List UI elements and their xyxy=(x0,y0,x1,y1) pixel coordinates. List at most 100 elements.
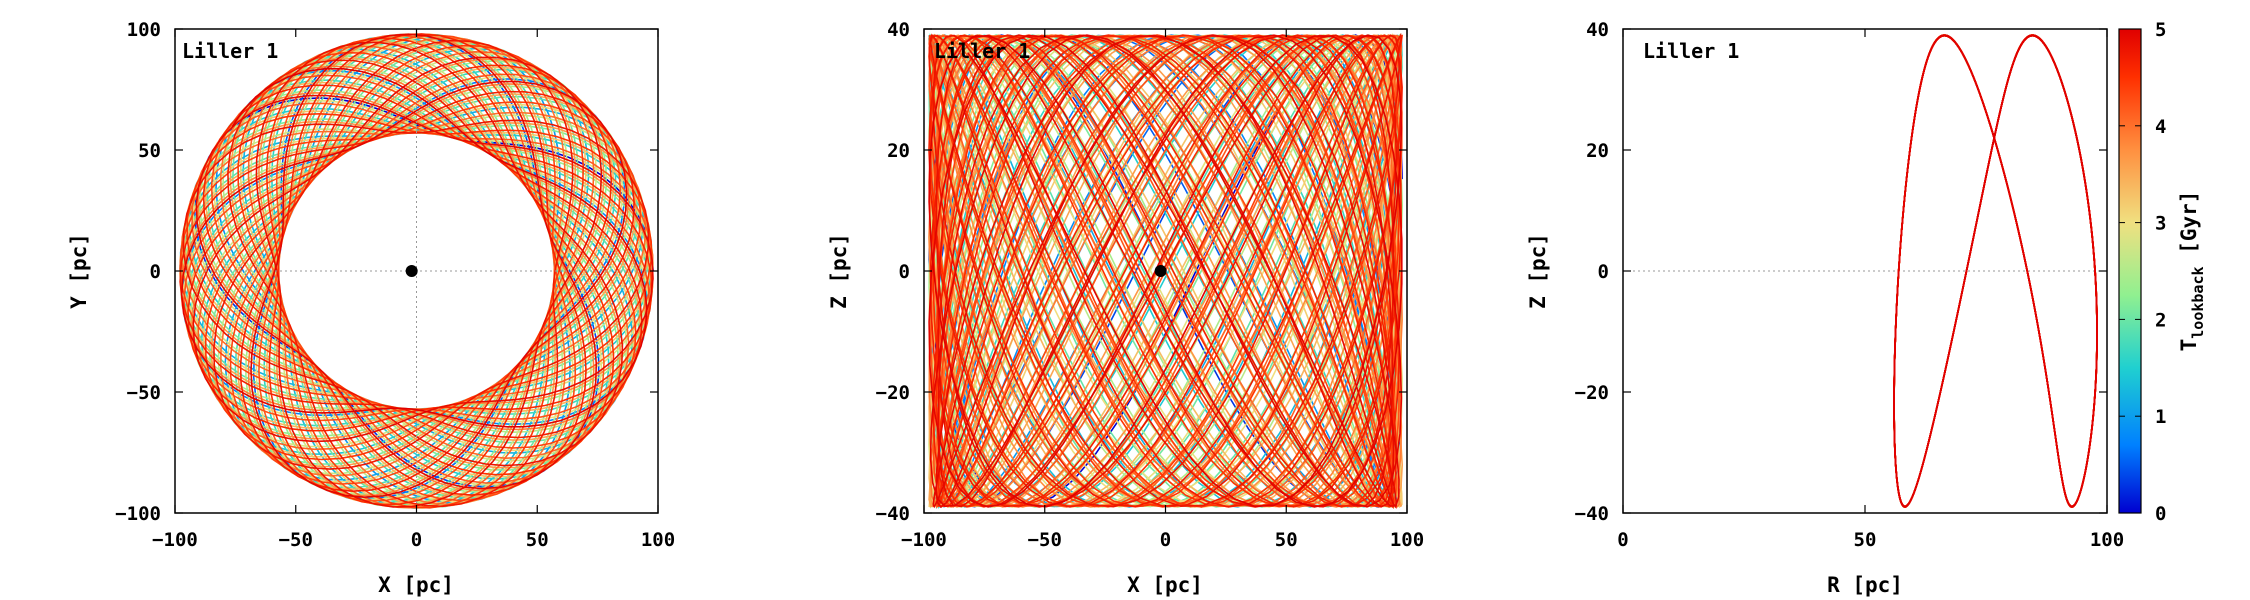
orbit-segment xyxy=(1894,34,2098,508)
y-tick-label: 20 xyxy=(887,140,910,162)
x-tick-label: 50 xyxy=(526,529,549,551)
orbit-segment xyxy=(277,33,539,258)
orbit-segment xyxy=(1116,34,1394,507)
orbit-segment xyxy=(345,226,624,467)
orbit-segment xyxy=(281,33,548,240)
orbit-segment xyxy=(221,326,620,469)
panel-title-rz: Liller 1 xyxy=(1643,39,1739,63)
y-tick-label: −40 xyxy=(876,503,910,525)
y-axis-label-rz: Z [pc] xyxy=(1526,233,1550,309)
y-tick-label: −20 xyxy=(876,382,910,404)
orbit-segment xyxy=(1996,34,2098,508)
colorbar-tick-label: 5 xyxy=(2155,19,2166,41)
orbit-segment xyxy=(937,34,1342,507)
orbit-segment xyxy=(1893,35,2029,508)
orbit-segment xyxy=(1105,35,1403,508)
center-point-xz xyxy=(1154,265,1167,277)
x-tick-label: −100 xyxy=(901,529,947,551)
ticks-rz: 0 50 100 40 20 0 −20 −40 xyxy=(1575,19,2124,551)
orbit-rz xyxy=(1893,34,2098,508)
orbit-segment xyxy=(1917,34,2098,508)
orbit-segment xyxy=(1894,34,2098,508)
orbit-segment xyxy=(387,119,650,367)
orbit-segment xyxy=(239,238,498,493)
panel-rz: 0 50 100 40 20 0 −20 −40 Liller 1 R [pc] Z [pc] xyxy=(1526,19,2124,597)
orbit-segment xyxy=(1924,34,2098,508)
ticks-xy: −100 −50 0 50 100 100 50 0 −50 −100 xyxy=(115,19,675,551)
orbit-segment xyxy=(1893,34,2070,508)
colorbar-label-sub: lookback xyxy=(2189,266,2207,338)
colorbar-tick-label: 2 xyxy=(2155,309,2166,331)
y-tick-label: 0 xyxy=(899,261,910,283)
orbit-segment xyxy=(443,133,654,404)
orbit-segment xyxy=(237,80,393,504)
orbit-segment xyxy=(928,34,1260,508)
colorbar-ticks: 5 4 3 2 1 0 xyxy=(2119,19,2166,525)
panel-title-xy: Liller 1 xyxy=(182,39,278,63)
orbit-segment xyxy=(950,34,1403,508)
orbit-segment xyxy=(1924,34,2098,508)
panel-title-xz: Liller 1 xyxy=(934,39,1030,63)
orbit-segment xyxy=(1896,34,2098,508)
orbit-segment xyxy=(307,94,654,333)
orbit-segment xyxy=(359,78,651,388)
orbit-segment xyxy=(932,34,1400,509)
orbit-segment xyxy=(1893,34,2037,508)
orbit-segment xyxy=(297,207,652,465)
orbit-xz xyxy=(928,32,1404,510)
orbit-segment xyxy=(204,332,638,443)
orbit-segment xyxy=(250,257,513,499)
orbit-segment xyxy=(462,101,642,402)
orbit-segment xyxy=(192,56,497,379)
orbit-segment xyxy=(1896,34,2098,508)
orbit-segment xyxy=(929,34,1368,508)
orbit-segment xyxy=(1923,34,2098,508)
orbit-segment xyxy=(1893,34,2092,508)
orbit-segment xyxy=(967,34,1403,508)
orbit-segment xyxy=(1907,34,2098,508)
orbit-segment xyxy=(1058,35,1395,508)
y-axis-label-xy: Y [pc] xyxy=(67,233,91,309)
orbit-segment xyxy=(191,102,426,369)
y-tick-label: 100 xyxy=(127,19,161,41)
orbit-segment xyxy=(928,34,1267,508)
orbit-segment xyxy=(329,246,615,476)
colorbar-gradient xyxy=(2118,28,2142,514)
orbit-segment xyxy=(257,194,494,508)
x-tick-label: 0 xyxy=(1160,529,1171,551)
y-tick-label: 20 xyxy=(1586,140,1609,162)
x-axis-label-xy: X [pc] xyxy=(378,573,454,597)
orbit-segment xyxy=(1896,34,2098,508)
orbit-segment xyxy=(1893,34,2081,508)
orbit-segment xyxy=(937,34,1286,508)
x-tick-label: 100 xyxy=(2090,529,2124,551)
orbit-segment xyxy=(1111,35,1403,508)
orbit-segment xyxy=(189,149,385,438)
orbit-segment xyxy=(1007,35,1395,510)
orbit-segment xyxy=(928,34,1301,508)
orbit-segment xyxy=(229,44,578,269)
x-axis-label-xz: X [pc] xyxy=(1127,573,1203,597)
orbit-segment xyxy=(1893,34,2080,508)
orbit-segment xyxy=(411,101,630,487)
orbit-segment xyxy=(1893,34,2070,506)
orbit-segment xyxy=(1893,34,2020,508)
orbit-segment xyxy=(226,39,559,294)
orbit-segment xyxy=(967,34,1395,508)
orbit-segment xyxy=(291,309,585,498)
orbit-segment xyxy=(466,67,613,474)
y-tick-label: −100 xyxy=(115,503,161,525)
y-tick-label: 40 xyxy=(1586,19,1609,41)
orbit-segment xyxy=(929,34,1384,508)
x-tick-label: 50 xyxy=(1854,529,1877,551)
y-axis-label-xz: Z [pc] xyxy=(827,233,851,309)
orbit-segment xyxy=(213,293,549,470)
orbit-segment xyxy=(195,94,385,447)
colorbar: 5 4 3 2 1 0 Tlookback [Gyr] xyxy=(2118,19,2207,525)
x-tick-label: −50 xyxy=(1028,529,1062,551)
x-tick-label: 0 xyxy=(411,529,422,551)
x-axis-label-rz: R [pc] xyxy=(1827,573,1903,597)
orbit-segment xyxy=(182,123,388,391)
ticks-xz: −100 −50 0 50 100 40 20 0 −20 −40 xyxy=(876,19,1424,551)
y-tick-label: 0 xyxy=(1598,261,1609,283)
